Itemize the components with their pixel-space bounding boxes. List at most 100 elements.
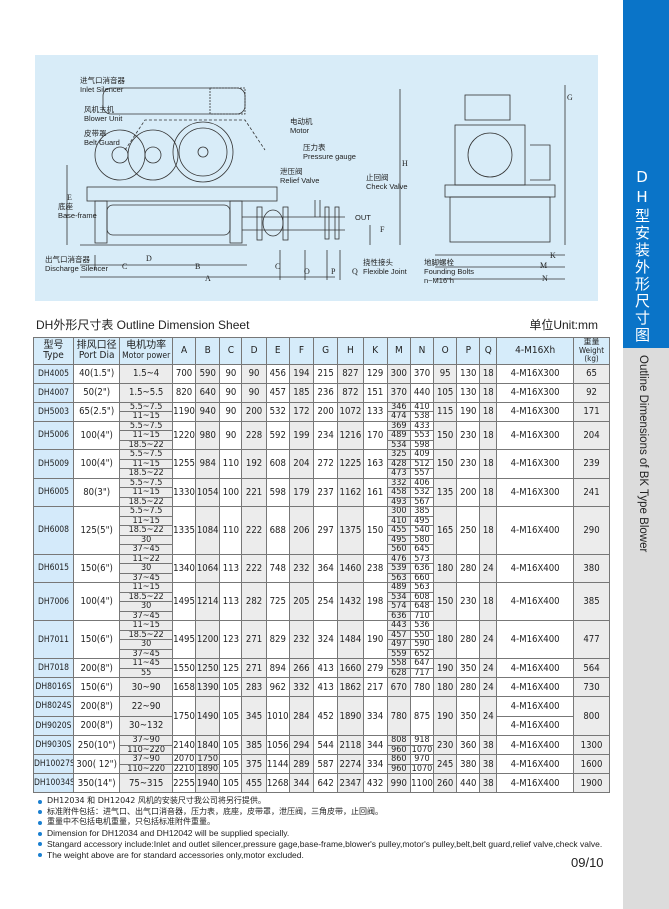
cell-n: 717 [409,667,435,678]
cell-weight: 171 [573,401,610,422]
cell-k: 334 [362,754,388,774]
table-row: 18.5~22 473 557 [34,468,610,479]
cell-n: 590 [409,639,435,650]
callout-cn: 止回阀 [366,173,389,182]
cell-g: 413 [313,677,339,697]
cell-k: 170 [362,420,388,450]
cell-k: 161 [362,477,388,507]
column-header: K [362,337,388,365]
cell-q: 24 [479,658,498,678]
cell-type: DH4005 [33,363,74,384]
dim-f: F [380,225,385,234]
cell-h: 827 [337,363,364,384]
sidebar-title-en: Outline Dimensions of BK Type Blower [637,355,649,553]
cell-port: 100(4") [72,420,121,450]
cell-b: 940 [195,401,221,422]
cell-e: 1056 [265,735,290,755]
cell-h: 1162 [337,477,364,507]
cell-p: 230 [456,582,481,621]
cell-c: 110 [219,506,243,555]
cell-m: 534 [386,439,411,450]
cell-g: 237 [313,477,339,507]
cell-p: 130 [456,382,481,403]
cell-motor: 22~90 [119,696,173,717]
callout-cn: 皮带罩 [84,129,107,138]
cell-o: 150 [433,582,458,621]
cell-m: 325 [386,449,411,460]
column-header: F [288,337,315,365]
cell-e: 962 [265,677,290,697]
cell-type: DH10027S [33,754,74,774]
cell-g: 642 [313,773,339,793]
cell-port: 150(6") [72,677,121,697]
cell-c: 105 [219,696,243,736]
cell-k: 190 [362,620,388,659]
cell-o: 150 [433,449,458,479]
cell-type: DH5009 [33,449,74,479]
cell-weight: 564 [573,658,610,678]
cell-o: 180 [433,677,458,697]
cell-n: 645 [409,544,435,555]
cell-type: DH5003 [33,401,74,422]
cell-motor: 18.5~22 [119,496,173,507]
cell-d: 271 [241,658,267,678]
cell-e: 1144 [265,754,290,774]
cell-p: 350 [456,658,481,678]
dim-g: G [567,93,573,102]
cell-d: 192 [241,449,267,479]
header-unit: (kg) [584,354,599,363]
cell-h: 2347 [337,773,364,793]
cell-motor: 11~15 [119,458,173,469]
cell-type: DH6015 [33,553,74,583]
dim-c-left: C [122,262,128,271]
callout-label: 风机主机 Blower Unit [84,105,122,123]
cell-m: 473 [386,468,411,479]
cell-f: 185 [288,382,315,403]
cell-h: 1460 [337,553,364,583]
table-row: DH9030S 250(10") 37~90 2140 1840 105 385 1056 29… [33,735,610,755]
table-row: DH5006 100(4") 5.5~7.5 1220 980 90 228 592 199 23… [33,420,610,450]
unit-label: 单位Unit:mm [529,318,598,332]
cell-n: 918 [409,735,435,746]
cell-b: 984 [195,449,221,479]
cell-bolt: 4-M16X400 [496,553,575,583]
callout-cn: 风机主机 [84,105,114,114]
outline-drawing: 进气口消音器 Inlet Silencer 风机主机 Blower Unit 皮带罩 Be… [35,55,598,301]
cell-p: 360 [456,735,481,755]
cell-motor: 1.5~4 [119,363,173,384]
cell-h: 1216 [337,420,364,450]
column-header: M [386,337,411,365]
cell-e: 1268 [265,773,290,793]
cell-q: 18 [479,449,498,479]
callout-label: 电动机 Motor [290,117,313,135]
cell-m: 458 [386,487,411,498]
dim-q: Q [352,267,358,276]
cell-c: 90 [219,382,243,403]
cell-g: 272 [313,449,339,479]
cell-d: 90 [241,363,267,384]
cell-o: 260 [433,773,458,793]
callout-en: Inlet Silencer [80,85,124,94]
cell-motor: 110~220 [119,744,173,755]
cell-c: 113 [219,553,243,583]
cell-h: 1225 [337,449,364,479]
cell-motor: 11~15 [119,487,173,498]
cell-motor: 11~15 [119,620,173,631]
cell-m: 670 [386,677,411,697]
cell-m: 428 [386,458,411,469]
callout-cn: 底座 [58,202,73,211]
cell-motor: 11~22 [119,553,173,564]
column-header: O [433,337,458,365]
cell-port: 150(6") [72,553,121,583]
cell-q: 18 [479,477,498,507]
cell-type: DH9030S [33,735,74,755]
cell-motor: 37~45 [119,610,173,621]
cell-p: 250 [456,506,481,555]
cell-motor: 37~45 [119,648,173,659]
cell-m: 860 [386,754,411,765]
callout-en: Base-frame [58,211,97,220]
cell-n: 370 [409,363,435,384]
cell-q: 24 [479,677,498,697]
cell-k: 151 [362,382,388,403]
cell-g: 413 [313,658,339,678]
